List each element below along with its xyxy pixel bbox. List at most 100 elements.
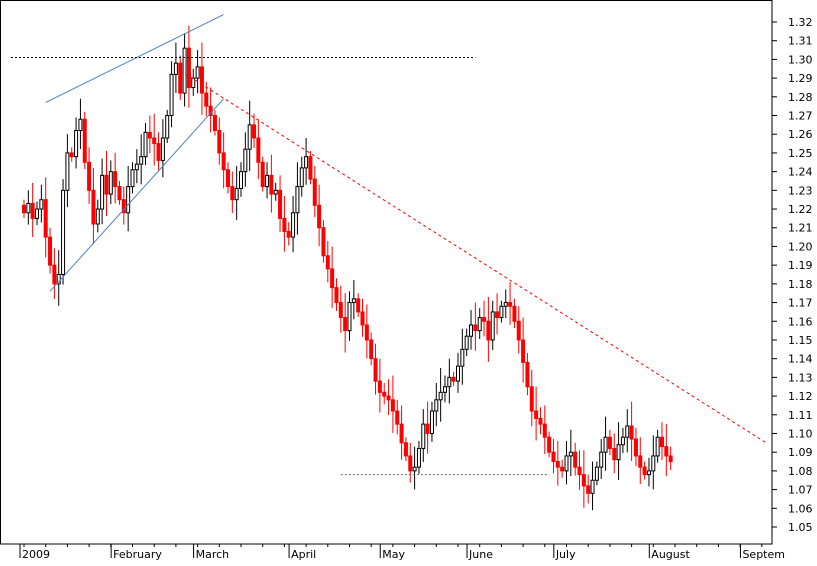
candle-body [651, 455, 656, 472]
y-tick-label: 1.16 [788, 315, 813, 328]
candle-body [265, 174, 270, 188]
candle-body [139, 156, 144, 165]
channel-lower-line [49, 98, 225, 292]
candle-body [321, 227, 326, 257]
candle-body [486, 320, 491, 341]
x-tick-label: February [113, 548, 162, 561]
candle-body [234, 187, 239, 201]
candle-body [95, 208, 100, 225]
y-tick-label: 1.06 [788, 502, 813, 515]
y-tick-label: 1.26 [788, 128, 813, 141]
candle-body [312, 178, 317, 206]
candle-body [560, 466, 565, 472]
candle-body [239, 171, 243, 189]
candle-body [39, 199, 44, 210]
candle-body [451, 376, 456, 382]
candle-body [35, 208, 40, 219]
candle-body [555, 461, 560, 468]
candle-body [599, 451, 604, 468]
candle-body [438, 391, 443, 401]
candle-body [160, 137, 165, 161]
candle-body [204, 92, 209, 107]
y-tick-label: 1.21 [788, 222, 813, 235]
y-tick-label: 1.29 [788, 72, 813, 85]
y-tick-label: 1.17 [788, 297, 813, 310]
candle-body [442, 386, 447, 393]
y-tick-label: 1.11 [788, 409, 813, 422]
candle-body [30, 202, 35, 219]
y-tick-label: 1.07 [788, 484, 813, 497]
candle-body [100, 174, 105, 210]
candle-body [299, 167, 304, 188]
candle-body [612, 447, 617, 461]
x-tick-label: March [196, 548, 230, 561]
candle-body [568, 451, 573, 457]
candle-body [182, 47, 187, 94]
candle-body [646, 470, 651, 476]
candle-body [48, 236, 53, 266]
candle-body [360, 311, 365, 326]
y-tick-label: 1.32 [788, 16, 813, 29]
candle-body [113, 171, 118, 188]
candle-body [74, 129, 79, 158]
candle-body [338, 302, 343, 319]
candle-body [625, 425, 630, 438]
candle-body [260, 161, 265, 188]
candle-body [269, 174, 274, 195]
candle-body [403, 442, 408, 457]
x-tick-label: Septem [742, 548, 785, 561]
candle-body [325, 255, 330, 270]
candle-body [416, 447, 421, 468]
y-tick-label: 1.18 [788, 278, 813, 291]
candle-body [547, 436, 552, 453]
y-tick-label: 1.22 [788, 203, 813, 216]
candle-body [495, 311, 500, 319]
candle-body [434, 399, 439, 412]
y-tick-label: 1.30 [788, 53, 813, 66]
candle-body [291, 212, 296, 238]
candle-body [230, 186, 235, 201]
candle-body [61, 189, 66, 275]
candle-body [147, 131, 152, 139]
candle-body [282, 217, 287, 232]
candle-body [616, 444, 621, 461]
candle-body [295, 186, 300, 214]
candle-body [499, 305, 504, 319]
plot-frame [0, 0, 773, 545]
candle-body [542, 423, 547, 438]
y-tick-label: 1.13 [788, 371, 813, 384]
candle-body [390, 399, 395, 412]
candle-body [482, 317, 487, 322]
candle-body [108, 171, 113, 195]
candle-body [217, 129, 222, 154]
candle-body [399, 423, 404, 444]
candle-body [642, 466, 647, 476]
candle-body [308, 156, 313, 180]
candle-body [252, 124, 257, 139]
candle-body [69, 152, 74, 158]
candle-body [377, 380, 382, 393]
candle-body [456, 365, 460, 382]
candle-body [347, 302, 352, 332]
x-tick-label: 2009 [22, 548, 50, 561]
candle-body [668, 455, 673, 463]
y-tick-label: 1.14 [788, 353, 813, 366]
candle-body [369, 339, 374, 360]
candle-body [521, 339, 526, 363]
candle-body [286, 230, 291, 238]
candle-body [525, 361, 530, 388]
candle-body [143, 131, 148, 158]
candle-body [460, 348, 465, 367]
candle-body [65, 152, 70, 191]
candle-body [56, 274, 61, 285]
candles [22, 25, 673, 511]
candle-body [317, 204, 322, 229]
y-tick-label: 1.19 [788, 259, 813, 272]
candle-body [447, 376, 452, 388]
candle-body [386, 395, 391, 401]
candle-body [408, 455, 413, 472]
candle-body [581, 474, 586, 487]
candle-body [195, 66, 200, 79]
